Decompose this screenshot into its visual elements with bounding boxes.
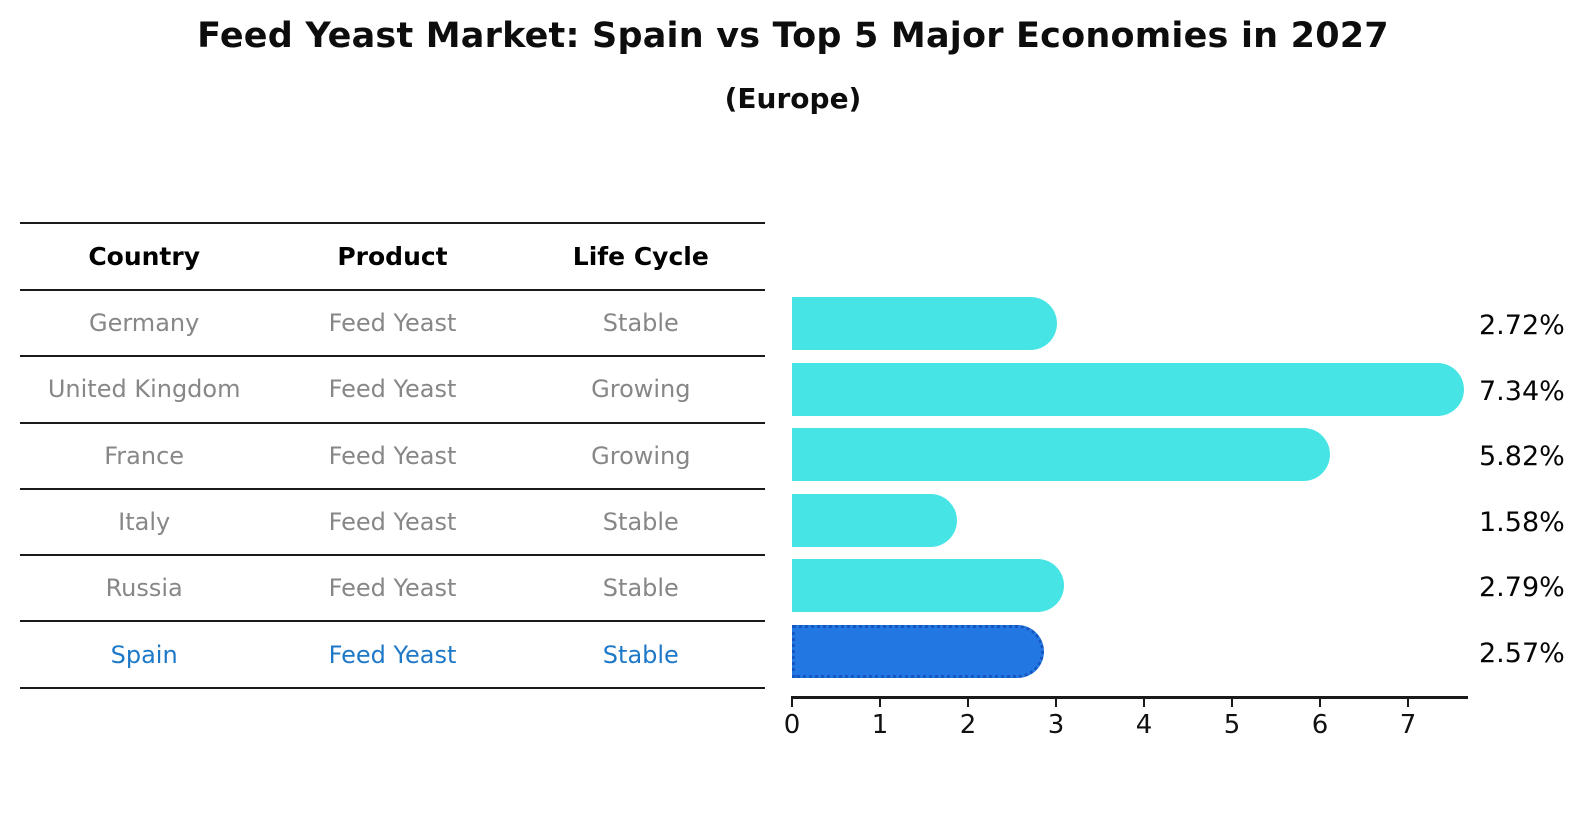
x-axis-tick xyxy=(1143,698,1145,707)
life-cycle-cell: Stable xyxy=(602,574,679,603)
product-cell: Feed Yeast xyxy=(328,640,457,669)
bar-row-spain xyxy=(792,625,1492,678)
life-cycle-cell: Growing xyxy=(591,375,691,404)
bar-row-united-kingdom xyxy=(792,362,1492,416)
page-title: Feed Yeast Market: Spain vs Top 5 Major … xyxy=(197,16,1389,56)
value-label-germany: 2.72% xyxy=(1479,310,1565,341)
x-axis-tick-label: 6 xyxy=(1311,710,1329,740)
country-cell: United Kingdom xyxy=(47,375,241,404)
value-label-france: 5.82% xyxy=(1479,441,1565,473)
bar-row-italy xyxy=(792,493,1492,547)
country-table: Country Product Life Cycle Germany Feed … xyxy=(20,222,765,689)
x-axis-tick xyxy=(1407,698,1409,707)
x-axis-tick-label: 7 xyxy=(1399,710,1417,740)
value-label-spain: 2.57% xyxy=(1479,638,1565,669)
product-cell: Feed Yeast xyxy=(328,309,457,338)
table-row-russia: Russia Feed Yeast Stable xyxy=(20,556,765,623)
x-axis-tick-label: 0 xyxy=(783,710,801,740)
bar-russia xyxy=(792,559,1064,613)
x-axis-tick-label: 1 xyxy=(871,710,889,740)
table-header-row: Country Product Life Cycle xyxy=(20,224,765,291)
x-axis-tick xyxy=(1055,698,1057,707)
table-row-united-kingdom: United Kingdom Feed Yeast Growing xyxy=(20,357,765,424)
x-axis-tick xyxy=(967,698,969,707)
column-header-country: Country xyxy=(88,242,201,271)
x-axis-tick-label: 5 xyxy=(1223,710,1241,740)
product-cell: Feed Yeast xyxy=(328,508,457,537)
country-cell: Italy xyxy=(118,508,171,537)
table-row-germany: Germany Feed Yeast Stable xyxy=(20,291,765,358)
x-axis-tick xyxy=(1231,698,1233,707)
bar-spain-highlighted xyxy=(792,625,1045,678)
bar-row-france xyxy=(792,428,1492,482)
life-cycle-cell: Growing xyxy=(591,441,691,470)
x-axis-tick xyxy=(791,698,793,707)
horizontal-bar-chart: 0 1 2 3 4 5 6 7 xyxy=(784,290,1552,770)
table-row-france: France Feed Yeast Growing xyxy=(20,424,765,490)
bar-germany xyxy=(792,297,1058,350)
country-cell: Spain xyxy=(110,640,178,669)
country-cell: Germany xyxy=(89,309,200,338)
bar-italy xyxy=(792,493,958,547)
table-row-italy: Italy Feed Yeast Stable xyxy=(20,490,765,557)
value-label-russia: 2.79% xyxy=(1479,572,1565,604)
value-label-italy: 1.58% xyxy=(1479,506,1565,538)
x-axis-tick-label: 2 xyxy=(959,710,977,740)
life-cycle-cell: Stable xyxy=(602,640,679,669)
life-cycle-cell: Stable xyxy=(602,508,679,537)
product-cell: Feed Yeast xyxy=(328,441,457,470)
x-axis-line xyxy=(791,696,1468,699)
column-header-product: Product xyxy=(337,242,448,271)
country-cell: Russia xyxy=(105,574,183,603)
page-subtitle: (Europe) xyxy=(724,82,862,115)
bar-row-germany xyxy=(792,297,1492,350)
x-axis-tick-label: 4 xyxy=(1135,710,1153,740)
product-cell: Feed Yeast xyxy=(328,574,457,603)
bar-france xyxy=(792,428,1331,482)
x-axis-tick-label: 3 xyxy=(1047,710,1065,740)
column-header-life-cycle: Life Cycle xyxy=(572,242,709,271)
x-axis-tick xyxy=(879,698,881,707)
bar-united-kingdom xyxy=(792,362,1464,416)
product-cell: Feed Yeast xyxy=(328,375,457,404)
country-cell: France xyxy=(104,441,185,470)
life-cycle-cell: Stable xyxy=(602,309,679,338)
x-axis-tick xyxy=(1319,698,1321,707)
table-row-spain: Spain Feed Yeast Stable xyxy=(20,622,765,689)
bar-row-russia xyxy=(792,559,1492,613)
value-label-united-kingdom: 7.34% xyxy=(1479,375,1565,407)
